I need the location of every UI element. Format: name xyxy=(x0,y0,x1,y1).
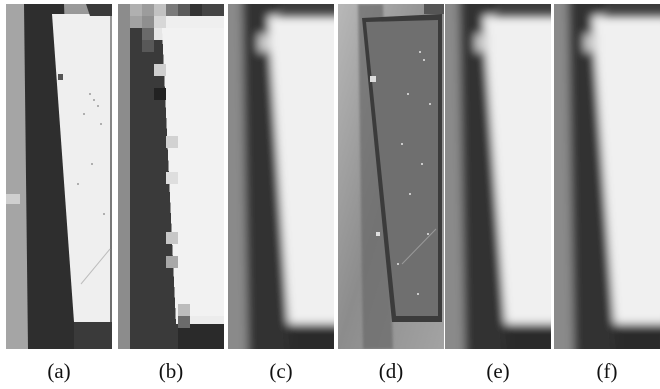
image-panel-f xyxy=(554,4,660,349)
caption-e: (e) xyxy=(486,359,510,383)
image-panel-e xyxy=(445,4,551,349)
image-panel-a xyxy=(6,4,112,349)
caption-a: (a) xyxy=(47,359,71,383)
image-panel-b xyxy=(118,4,224,349)
caption-c: (c) xyxy=(269,359,293,383)
caption-b: (b) xyxy=(158,359,184,383)
caption-d: (d) xyxy=(378,359,404,383)
image-panel-c xyxy=(228,4,334,349)
caption-f: (f) xyxy=(596,359,618,383)
image-panel-d xyxy=(338,4,444,349)
